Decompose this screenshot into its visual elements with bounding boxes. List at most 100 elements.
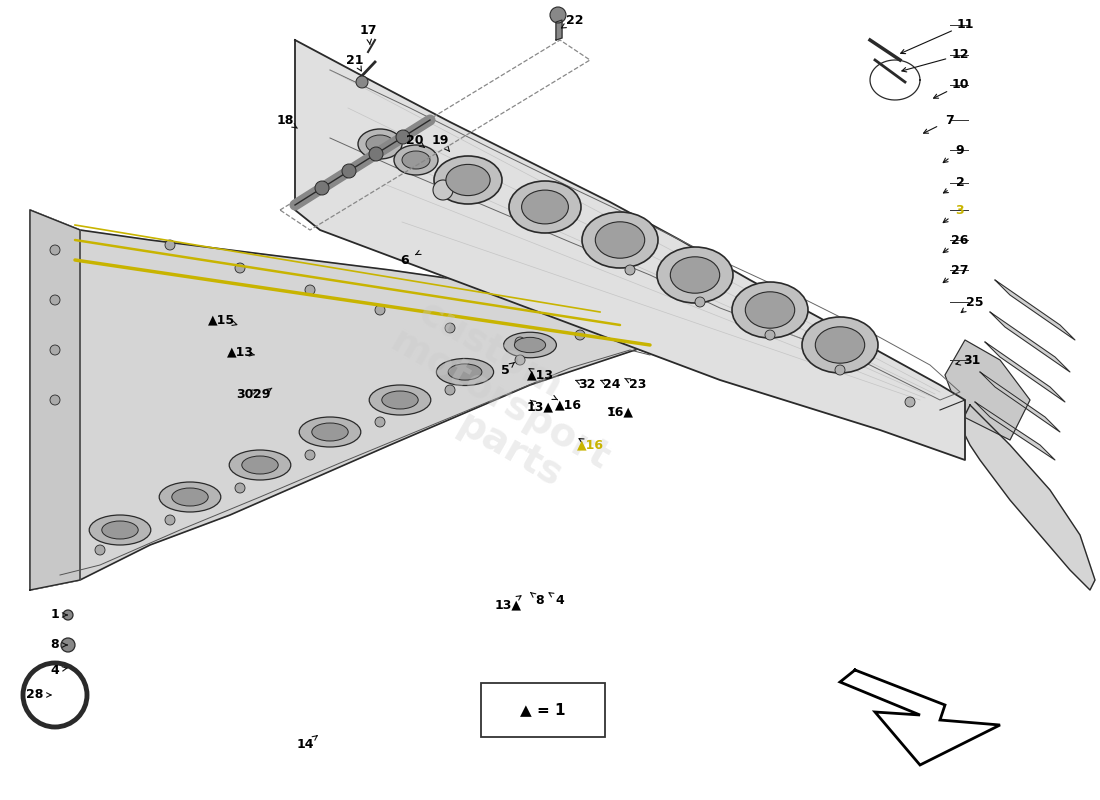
Circle shape xyxy=(396,130,410,144)
Polygon shape xyxy=(556,20,562,40)
Text: 31: 31 xyxy=(964,354,981,366)
Ellipse shape xyxy=(732,282,808,338)
Text: motorsport: motorsport xyxy=(384,322,616,478)
Circle shape xyxy=(375,305,385,315)
Text: 22: 22 xyxy=(566,14,584,26)
Ellipse shape xyxy=(394,145,438,175)
Text: 12: 12 xyxy=(952,49,969,62)
Text: 6: 6 xyxy=(400,254,409,266)
Text: 8: 8 xyxy=(51,638,59,651)
Text: ▲13: ▲13 xyxy=(227,346,253,358)
Circle shape xyxy=(305,285,315,295)
Circle shape xyxy=(695,297,705,307)
Text: 3: 3 xyxy=(956,203,965,217)
Ellipse shape xyxy=(670,257,719,293)
Circle shape xyxy=(905,397,915,407)
Text: 4: 4 xyxy=(556,594,564,606)
Text: 24: 24 xyxy=(603,378,620,391)
Circle shape xyxy=(235,263,245,273)
Ellipse shape xyxy=(229,450,290,480)
Ellipse shape xyxy=(366,135,394,153)
Ellipse shape xyxy=(504,332,557,358)
Circle shape xyxy=(60,638,75,652)
Text: 27: 27 xyxy=(952,263,969,277)
Circle shape xyxy=(165,240,175,250)
Circle shape xyxy=(305,450,315,460)
FancyBboxPatch shape xyxy=(481,683,605,737)
Circle shape xyxy=(50,345,60,355)
Text: 10: 10 xyxy=(952,78,969,91)
Circle shape xyxy=(315,181,329,195)
Polygon shape xyxy=(996,280,1075,340)
Ellipse shape xyxy=(89,515,151,545)
Text: 28: 28 xyxy=(26,689,44,702)
Text: 19: 19 xyxy=(431,134,449,146)
Text: custom: custom xyxy=(411,294,569,406)
Text: 23: 23 xyxy=(629,378,647,391)
Circle shape xyxy=(433,180,453,200)
Text: 13▲: 13▲ xyxy=(527,401,553,414)
Text: 9: 9 xyxy=(956,143,965,157)
Circle shape xyxy=(50,245,60,255)
Ellipse shape xyxy=(382,391,418,409)
Circle shape xyxy=(63,610,73,620)
Polygon shape xyxy=(840,670,1000,765)
Text: 20: 20 xyxy=(406,134,424,146)
Text: 16▲: 16▲ xyxy=(606,406,634,418)
Circle shape xyxy=(95,545,104,555)
Text: ▲15: ▲15 xyxy=(208,314,235,326)
Circle shape xyxy=(446,385,455,395)
Text: ▲16: ▲16 xyxy=(576,438,604,451)
Ellipse shape xyxy=(521,190,569,224)
Text: 1: 1 xyxy=(51,609,59,622)
Text: 17: 17 xyxy=(360,23,376,37)
Text: 5: 5 xyxy=(500,363,509,377)
Text: 29: 29 xyxy=(253,389,271,402)
Text: 13▲: 13▲ xyxy=(495,598,521,611)
Ellipse shape xyxy=(746,292,794,328)
Ellipse shape xyxy=(509,181,581,233)
Ellipse shape xyxy=(299,417,361,447)
Circle shape xyxy=(50,395,60,405)
Polygon shape xyxy=(984,342,1065,402)
Text: 26: 26 xyxy=(952,234,969,246)
Circle shape xyxy=(764,330,776,340)
Circle shape xyxy=(368,147,383,161)
Circle shape xyxy=(165,515,175,525)
Text: 30: 30 xyxy=(236,389,254,402)
Circle shape xyxy=(575,330,585,340)
Text: 2: 2 xyxy=(956,177,965,190)
Polygon shape xyxy=(945,340,1030,440)
Polygon shape xyxy=(980,372,1060,432)
Text: 25: 25 xyxy=(966,295,983,309)
Circle shape xyxy=(835,365,845,375)
Circle shape xyxy=(446,323,455,333)
Circle shape xyxy=(375,417,385,427)
Circle shape xyxy=(342,164,356,178)
Ellipse shape xyxy=(446,164,491,196)
Polygon shape xyxy=(990,312,1070,372)
Text: 14: 14 xyxy=(296,738,314,751)
Ellipse shape xyxy=(434,156,502,204)
Text: 21: 21 xyxy=(346,54,364,66)
Text: 4: 4 xyxy=(51,663,59,677)
Ellipse shape xyxy=(402,151,430,169)
Text: 8: 8 xyxy=(536,594,544,606)
Polygon shape xyxy=(30,210,670,590)
Ellipse shape xyxy=(515,338,546,353)
Ellipse shape xyxy=(657,247,733,303)
Circle shape xyxy=(515,337,525,347)
Text: ▲ = 1: ▲ = 1 xyxy=(520,702,565,718)
Ellipse shape xyxy=(102,521,139,539)
Polygon shape xyxy=(295,40,965,460)
Text: parts: parts xyxy=(451,405,569,495)
Ellipse shape xyxy=(582,212,658,268)
Ellipse shape xyxy=(242,456,278,474)
Polygon shape xyxy=(30,210,80,590)
Ellipse shape xyxy=(370,385,431,415)
Ellipse shape xyxy=(358,129,402,159)
Ellipse shape xyxy=(802,317,878,373)
Text: 32: 32 xyxy=(579,378,596,391)
Text: 11: 11 xyxy=(956,18,974,31)
Circle shape xyxy=(235,483,245,493)
